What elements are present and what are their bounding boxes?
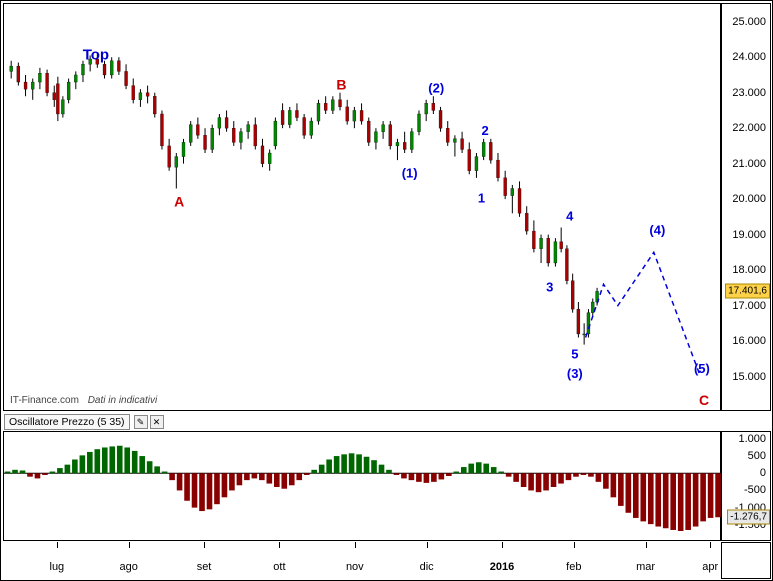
svg-text:(5): (5) bbox=[694, 361, 710, 376]
svg-text:3: 3 bbox=[546, 279, 553, 294]
svg-text:2: 2 bbox=[481, 123, 488, 138]
svg-text:1: 1 bbox=[478, 191, 485, 206]
time-tick bbox=[427, 542, 428, 548]
oscillator-panel[interactable] bbox=[3, 431, 721, 541]
time-tick bbox=[710, 542, 711, 548]
price-ytick: 23.000 bbox=[732, 87, 766, 99]
svg-text:Top: Top bbox=[83, 46, 109, 63]
time-tick bbox=[502, 542, 503, 548]
time-label: mar bbox=[636, 561, 655, 573]
time-label: nov bbox=[346, 561, 364, 573]
svg-text:(4): (4) bbox=[649, 222, 665, 237]
chart-container: Top A B C (1) (2) (3) (4) (5) 1 2 3 4 5 IT-Finance.co… bbox=[0, 0, 773, 581]
oscillator-title: Oscillatore Prezzo (5 35) bbox=[4, 414, 130, 430]
price-y-axis: 15.000 16.000 17.000 18.000 19.000 20.000 21.0… bbox=[721, 3, 771, 411]
current-price-tag: 17.401,6 bbox=[725, 284, 770, 299]
oscillator-header: Oscillatore Prezzo (5 35) ✎ ✕ bbox=[4, 414, 164, 430]
price-ytick: 15.000 bbox=[732, 371, 766, 383]
close-icon[interactable]: ✕ bbox=[150, 415, 164, 429]
time-label: ott bbox=[273, 561, 285, 573]
svg-text:B: B bbox=[336, 76, 346, 92]
svg-text:C: C bbox=[699, 392, 709, 408]
price-ytick: 22.000 bbox=[732, 122, 766, 134]
time-tick bbox=[355, 542, 356, 548]
time-tick bbox=[279, 542, 280, 548]
credit-sub: Dati in indicativi bbox=[88, 395, 157, 406]
time-label: feb bbox=[566, 561, 581, 573]
svg-text:4: 4 bbox=[566, 208, 574, 223]
svg-text:(1): (1) bbox=[402, 166, 418, 181]
osc-ytick: 500 bbox=[748, 450, 766, 462]
time-tick bbox=[129, 542, 130, 548]
time-label: ago bbox=[119, 561, 137, 573]
time-tick bbox=[574, 542, 575, 548]
time-axis-right-cap bbox=[721, 542, 771, 579]
price-panel[interactable]: Top A B C (1) (2) (3) (4) (5) 1 2 3 4 5 IT-Finance.co… bbox=[3, 3, 721, 411]
time-label: 2016 bbox=[490, 561, 514, 573]
osc-ytick: 0 bbox=[760, 467, 766, 479]
svg-text:5: 5 bbox=[571, 347, 578, 362]
time-label: dic bbox=[420, 561, 434, 573]
oscillator-y-axis: -1.500-1.000-50005001.000-1.276,7 bbox=[721, 431, 771, 541]
time-label: apr bbox=[702, 561, 718, 573]
time-tick bbox=[646, 542, 647, 548]
osc-ytick: -500 bbox=[744, 484, 766, 496]
price-ytick: 17.000 bbox=[732, 300, 766, 312]
price-ytick: 24.000 bbox=[732, 51, 766, 63]
credit-line: IT-Finance.com Dati in indicativi bbox=[10, 395, 157, 406]
price-ytick: 21.000 bbox=[732, 158, 766, 170]
osc-current-tag: -1.276,7 bbox=[727, 510, 770, 525]
oscillator-svg bbox=[4, 432, 722, 542]
time-label: lug bbox=[50, 561, 65, 573]
osc-ytick: 1.000 bbox=[738, 433, 766, 445]
price-ytick: 16.000 bbox=[732, 335, 766, 347]
price-ytick: 20.000 bbox=[732, 193, 766, 205]
price-ytick: 19.000 bbox=[732, 229, 766, 241]
settings-icon[interactable]: ✎ bbox=[134, 415, 148, 429]
time-tick bbox=[57, 542, 58, 548]
svg-text:(2): (2) bbox=[428, 81, 444, 96]
price-ytick: 18.000 bbox=[732, 264, 766, 276]
svg-text:(3): (3) bbox=[567, 366, 583, 381]
time-tick bbox=[204, 542, 205, 548]
svg-text:A: A bbox=[174, 193, 184, 209]
time-label: set bbox=[197, 561, 212, 573]
credit-brand: IT-Finance.com bbox=[10, 395, 79, 406]
time-axis: lug ago set ott nov dic 2016 feb mar apr bbox=[3, 542, 721, 579]
price-ytick: 25.000 bbox=[732, 16, 766, 28]
price-chart-svg: Top A B C (1) (2) (3) (4) (5) 1 2 3 4 5 bbox=[4, 4, 722, 412]
